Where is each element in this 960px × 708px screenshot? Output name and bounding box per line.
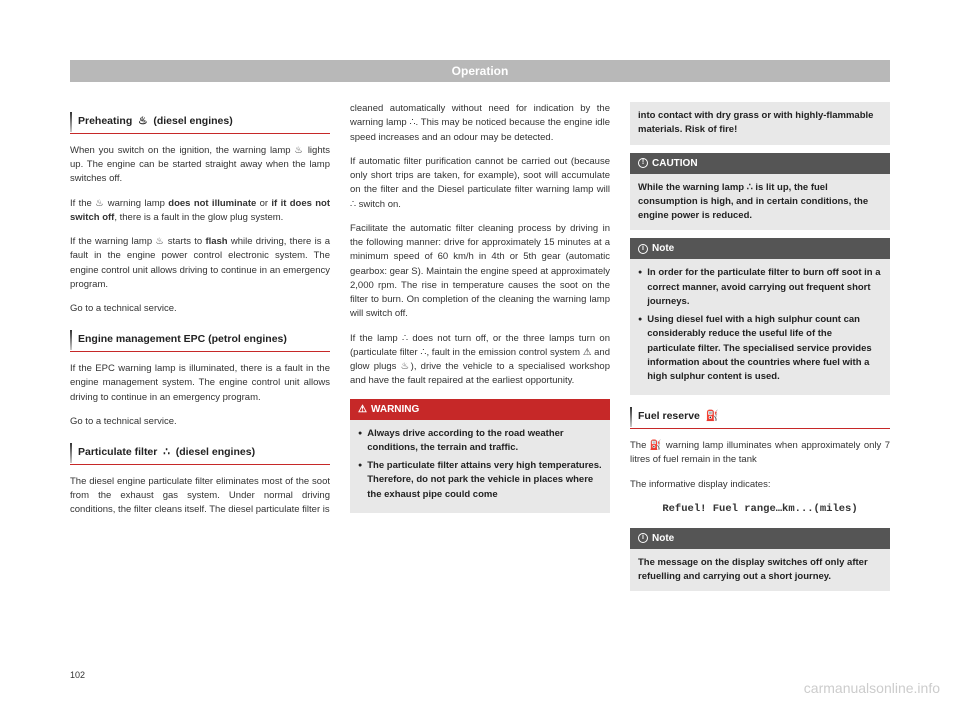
body-text: Go to a technical service. bbox=[70, 302, 330, 316]
warning-body: Always drive according to the road weath… bbox=[350, 420, 610, 513]
warning-header: ⚠ WARNING bbox=[350, 399, 610, 420]
manual-page: Operation Preheating ♨ (diesel engines) … bbox=[0, 0, 960, 631]
section-fuel-reserve-title: Fuel reserve ⛽ bbox=[630, 403, 890, 429]
caution-label: CAUTION bbox=[652, 156, 698, 171]
info-icon: i bbox=[638, 244, 648, 254]
body-text: The diesel engine particulate filter eli… bbox=[70, 475, 330, 518]
bullet-item: The particulate filter attains very high… bbox=[358, 459, 602, 502]
display-message: Refuel! Fuel range…km...(miles) bbox=[630, 502, 890, 518]
body-text: cleaned automatically without need for i… bbox=[350, 102, 610, 145]
note-label: Note bbox=[652, 241, 674, 256]
body-text: If the EPC warning lamp is illuminated, … bbox=[70, 362, 330, 405]
body-text: The ⛽ warning lamp illuminates when appr… bbox=[630, 439, 890, 468]
section-particulate-title: Particulate filter ∴ (diesel engines) bbox=[70, 439, 330, 465]
note-callout: i Note The message on the display switch… bbox=[630, 528, 890, 592]
warning-callout: ⚠ WARNING Always drive according to the … bbox=[350, 399, 610, 513]
warning-continuation: into contact with dry grass or with high… bbox=[630, 102, 890, 145]
note-header: i Note bbox=[630, 528, 890, 549]
header-title: Operation bbox=[452, 64, 509, 78]
bullet-item: In order for the particulate filter to b… bbox=[638, 266, 882, 309]
note-body: The message on the display switches off … bbox=[630, 549, 890, 592]
header-band: Operation bbox=[70, 60, 890, 82]
caution-header: ! CAUTION bbox=[630, 153, 890, 174]
note-header: i Note bbox=[630, 238, 890, 259]
caution-icon: ! bbox=[638, 158, 648, 168]
watermark: carmanualsonline.info bbox=[804, 680, 940, 696]
body-text: If the lamp ∴ does not turn off, or the … bbox=[350, 332, 610, 389]
column-1: Preheating ♨ (diesel engines) When you s… bbox=[70, 102, 330, 591]
body-text: If the ♨ warning lamp does not illuminat… bbox=[70, 197, 330, 226]
body-text: Go to a technical service. bbox=[70, 415, 330, 429]
body-text: When you switch on the ignition, the war… bbox=[70, 144, 330, 187]
body-text: If the warning lamp ♨ starts to flash wh… bbox=[70, 235, 330, 292]
bullet-item: Always drive according to the road weath… bbox=[358, 427, 602, 456]
body-text: Facilitate the automatic filter cleaning… bbox=[350, 222, 610, 322]
info-icon: i bbox=[638, 533, 648, 543]
warning-label: WARNING bbox=[371, 402, 419, 417]
body-text: The informative display indicates: bbox=[630, 478, 890, 492]
columns-container: Preheating ♨ (diesel engines) When you s… bbox=[70, 102, 890, 591]
section-engine-mgmt-title: Engine management EPC (petrol engines) bbox=[70, 326, 330, 352]
caution-body: While the warning lamp ∴ is lit up, the … bbox=[630, 174, 890, 231]
column-3: into contact with dry grass or with high… bbox=[630, 102, 890, 591]
warning-icon: ⚠ bbox=[358, 402, 367, 417]
page-number: 102 bbox=[70, 670, 85, 680]
note-callout: i Note In order for the particulate filt… bbox=[630, 238, 890, 395]
bullet-item: Using diesel fuel with a high sulphur co… bbox=[638, 313, 882, 384]
note-body: In order for the particulate filter to b… bbox=[630, 259, 890, 395]
caution-callout: ! CAUTION While the warning lamp ∴ is li… bbox=[630, 153, 890, 231]
body-text: If automatic filter purification cannot … bbox=[350, 155, 610, 212]
note-label: Note bbox=[652, 531, 674, 546]
column-2: cleaned automatically without need for i… bbox=[350, 102, 610, 591]
section-preheating-title: Preheating ♨ (diesel engines) bbox=[70, 108, 330, 134]
